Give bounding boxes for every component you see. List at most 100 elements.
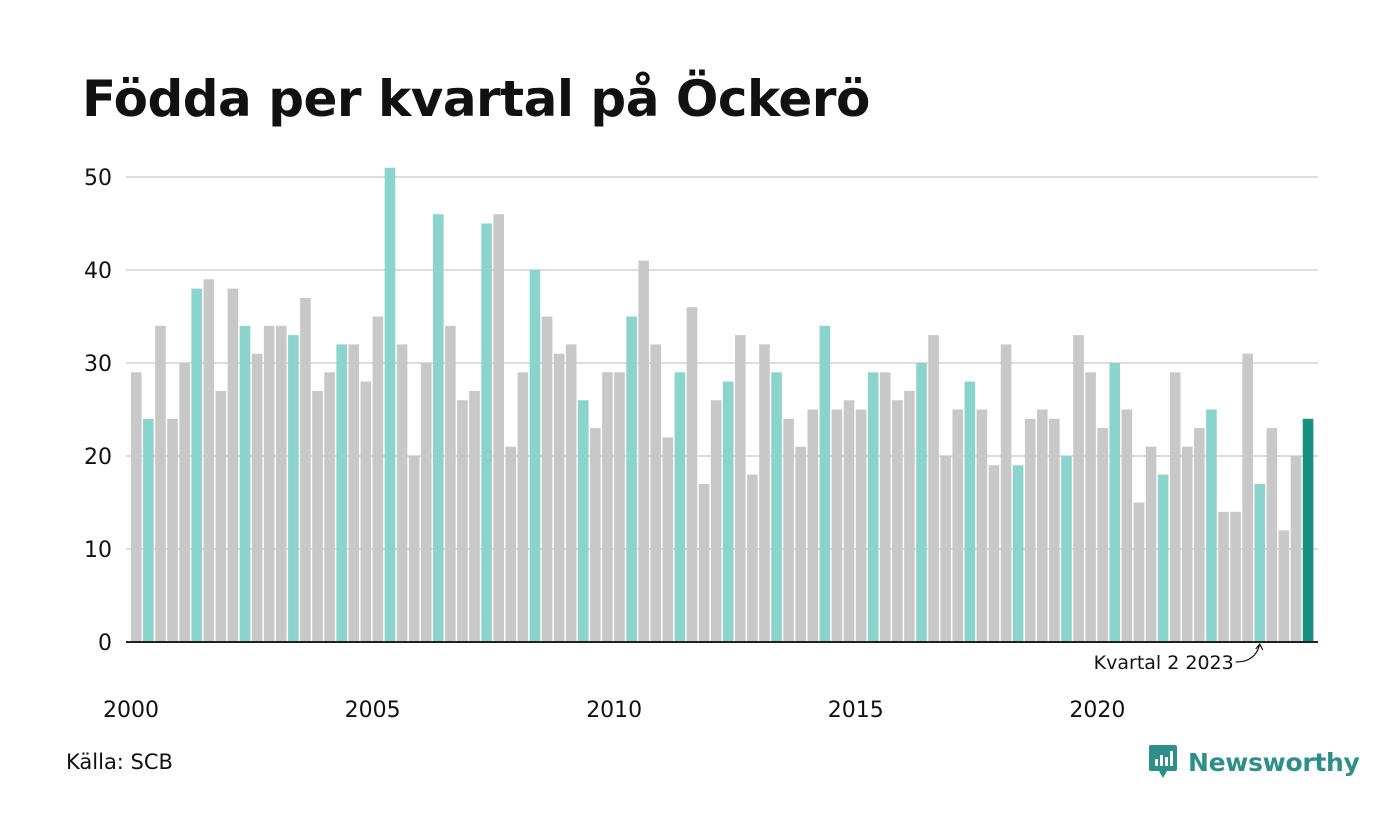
x-tick-label: 2015: [828, 698, 884, 723]
bar: [1121, 409, 1133, 642]
bar: [300, 297, 311, 642]
chart-title: Födda per kvartal på Öckerö: [82, 70, 870, 128]
bar: [191, 288, 202, 642]
bar: [650, 344, 662, 642]
bar: [167, 418, 178, 642]
bar: [722, 381, 734, 642]
bar: [348, 344, 360, 642]
bar: [638, 260, 649, 642]
bar: [1024, 418, 1036, 642]
bar: [964, 381, 976, 642]
bar: [1266, 428, 1278, 642]
bar: [420, 363, 432, 642]
y-tick-label: 50: [84, 166, 112, 191]
bar: [1218, 511, 1229, 642]
bar: [807, 409, 819, 642]
y-tick-label: 30: [84, 352, 112, 377]
bar: [1061, 456, 1072, 642]
bar: [469, 390, 480, 642]
bar: [324, 372, 335, 642]
bars: [131, 167, 1314, 642]
bar: [674, 372, 686, 642]
bar: [312, 390, 323, 642]
bar: [843, 400, 855, 642]
bar: [529, 270, 541, 642]
bar: [1302, 418, 1314, 642]
annotation-label: Kvartal 2 2023: [1094, 652, 1234, 674]
bar: [1254, 483, 1266, 642]
bar: [275, 325, 287, 642]
bar: [408, 456, 420, 642]
bar: [855, 409, 867, 642]
annotation-arrow: [1235, 642, 1264, 663]
y-axis-ticks: 0 10 20 30 40 50: [84, 166, 112, 656]
bar: [928, 335, 939, 642]
bar: [203, 279, 215, 642]
bar: [396, 344, 408, 642]
x-tick-label: 2020: [1069, 698, 1125, 723]
bar: [1133, 502, 1145, 642]
bar: [360, 381, 372, 642]
bar: [1290, 456, 1302, 642]
bar: [1109, 363, 1121, 642]
bar: [819, 325, 831, 642]
y-tick-label: 40: [84, 259, 112, 284]
bar: [505, 446, 517, 642]
bar: [384, 167, 396, 642]
bar: [831, 409, 843, 642]
bar: [976, 409, 988, 642]
bar: [565, 344, 577, 642]
bar: [879, 372, 891, 642]
bar: [481, 223, 492, 642]
bar: [1278, 530, 1290, 642]
bar: [916, 363, 927, 642]
bar: [1097, 428, 1108, 642]
bar: [892, 400, 903, 642]
bar: [662, 437, 674, 642]
bar: [1049, 418, 1060, 642]
bar: [1073, 335, 1084, 642]
bar: [445, 325, 456, 642]
bar: [747, 474, 758, 642]
bar: [698, 483, 710, 642]
bar: [783, 418, 794, 642]
bar: [602, 372, 613, 642]
bar: [1085, 372, 1096, 642]
bar: [577, 400, 589, 642]
bar: [1012, 465, 1024, 642]
brand-name: Newsworthy: [1188, 747, 1360, 777]
bar: [940, 456, 951, 642]
bar: [590, 428, 601, 642]
bar: [143, 418, 154, 642]
bar: [904, 390, 915, 642]
bar: [179, 363, 190, 642]
bar: [795, 446, 806, 642]
bar: [1037, 409, 1048, 642]
bar: [735, 335, 746, 642]
bar: [215, 390, 227, 642]
bar: [710, 400, 722, 642]
source-label: Källa: SCB: [66, 750, 173, 774]
bar: [541, 316, 553, 642]
bar: [614, 372, 625, 642]
bar: [1157, 474, 1169, 642]
bar: [155, 325, 166, 642]
newsworthy-logo-icon: [1149, 745, 1177, 778]
bar: [227, 288, 239, 642]
x-axis-ticks: 2000 2005 2010 2015 2020: [103, 698, 1125, 723]
x-tick-label: 2000: [103, 698, 159, 723]
bar: [239, 325, 251, 642]
x-tick-label: 2010: [586, 698, 642, 723]
bar: [759, 344, 770, 642]
bar: [263, 325, 275, 642]
bar: [988, 465, 1000, 642]
bar: [1242, 353, 1253, 642]
bar: [626, 316, 637, 642]
bar-chart: 0 10 20 30 40 50 2000 2005 2010 2015 2020 Kvartal…: [84, 166, 1318, 723]
bar: [1145, 446, 1157, 642]
bar: [1230, 511, 1241, 642]
bar: [131, 372, 142, 642]
bar: [1181, 446, 1193, 642]
brand-logo: Newsworthy: [1148, 744, 1360, 780]
bar: [1206, 409, 1217, 642]
